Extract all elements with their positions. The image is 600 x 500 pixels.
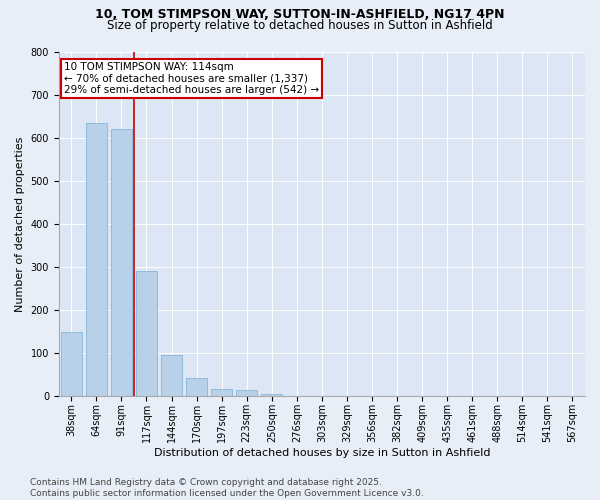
X-axis label: Distribution of detached houses by size in Sutton in Ashfield: Distribution of detached houses by size … [154, 448, 490, 458]
Bar [236, 390, 257, 396]
Text: Size of property relative to detached houses in Sutton in Ashfield: Size of property relative to detached ho… [107, 18, 493, 32]
Bar [61, 332, 82, 396]
Text: 10 TOM STIMPSON WAY: 114sqm
← 70% of detached houses are smaller (1,337)
29% of : 10 TOM STIMPSON WAY: 114sqm ← 70% of det… [64, 62, 319, 95]
Bar [186, 378, 207, 396]
Bar [211, 388, 232, 396]
Bar [261, 394, 283, 396]
Text: Contains HM Land Registry data © Crown copyright and database right 2025.
Contai: Contains HM Land Registry data © Crown c… [30, 478, 424, 498]
Y-axis label: Number of detached properties: Number of detached properties [15, 136, 25, 312]
Bar [136, 272, 157, 396]
Bar [111, 129, 132, 396]
Bar [161, 356, 182, 397]
Text: 10, TOM STIMPSON WAY, SUTTON-IN-ASHFIELD, NG17 4PN: 10, TOM STIMPSON WAY, SUTTON-IN-ASHFIELD… [95, 8, 505, 20]
Bar [86, 122, 107, 396]
